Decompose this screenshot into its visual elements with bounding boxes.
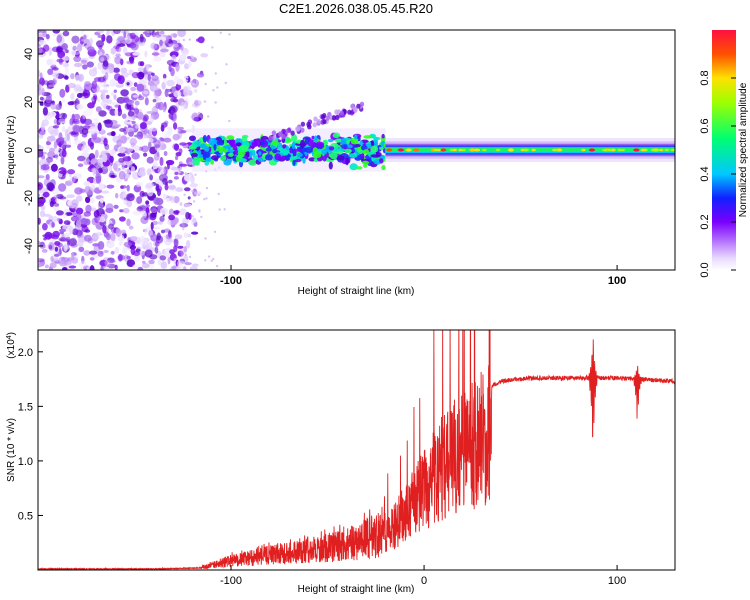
- snr-layer: [38, 330, 675, 570]
- y-tick-label: 2.0: [18, 347, 33, 359]
- y-tick-label: 0: [23, 147, 35, 153]
- snr-y-ticks: 0.5 1.0 1.5 2.0: [18, 347, 43, 522]
- x-tick-label: -100: [220, 575, 242, 587]
- colorbar-label: Normalized spectral amplitude: [738, 82, 749, 217]
- colorbar-gradient: [712, 30, 736, 270]
- colorbar-tick-label: 0.0: [699, 262, 711, 277]
- spectrogram-y-ticks: -40 -20 0 20 40: [23, 48, 43, 254]
- colorbar-tick-label: 0.8: [699, 70, 711, 85]
- snr-x-label: Height of straight line (km): [298, 584, 415, 595]
- y-tick-label: -40: [23, 238, 35, 254]
- snr-frame: [37, 329, 676, 571]
- y-tick-label: 1.5: [18, 401, 33, 413]
- x-tick-label: -100: [220, 275, 242, 287]
- spectrogram-layer: [38, 30, 675, 270]
- y-tick-label: 1.0: [18, 456, 33, 468]
- y-tick-label: 0.5: [18, 510, 33, 522]
- x-tick-label: 0: [421, 575, 427, 587]
- snr-y-label: SNR (10 * v/v): [6, 418, 17, 482]
- spectrogram-x-ticks: -100 100: [220, 265, 626, 287]
- y-tick-label: -20: [23, 190, 35, 206]
- snr-scale-label: (x104): [6, 332, 18, 359]
- y-tick-label: 20: [23, 96, 35, 108]
- colorbar-tick-label: 0.2: [699, 214, 711, 229]
- spectrogram-panel: -100 100 -40 -20 0 20 40 Height of straight l…: [6, 29, 676, 297]
- colorbar-tick-label: 0.4: [699, 166, 711, 181]
- colorbar-ticks: 0.0 0.2 0.4 0.6 0.8: [699, 70, 736, 278]
- spectrogram-x-label: Height of straight line (km): [298, 286, 415, 297]
- snr-series-line: [38, 330, 675, 570]
- colorbar: 0.0 0.2 0.4 0.6 0.8 Normalized spectral ampl…: [699, 30, 749, 278]
- x-tick-label: 100: [608, 275, 626, 287]
- spectrogram-y-label: Frequency (Hz): [6, 116, 17, 185]
- snr-scale-base: (x10: [6, 339, 17, 359]
- colorbar-tick-label: 0.6: [699, 118, 711, 133]
- y-tick-label: 40: [23, 48, 35, 60]
- snr-x-ticks: -100 0 100: [220, 565, 626, 587]
- snr-scale-exponent: 4: [6, 335, 13, 339]
- chart-title: C2E1.2026.038.05.45.R20: [279, 1, 433, 16]
- x-tick-label: 100: [608, 575, 626, 587]
- snr-panel: -100 0 100 0.5 1.0 1.5 2.0 Height of straight…: [6, 329, 676, 595]
